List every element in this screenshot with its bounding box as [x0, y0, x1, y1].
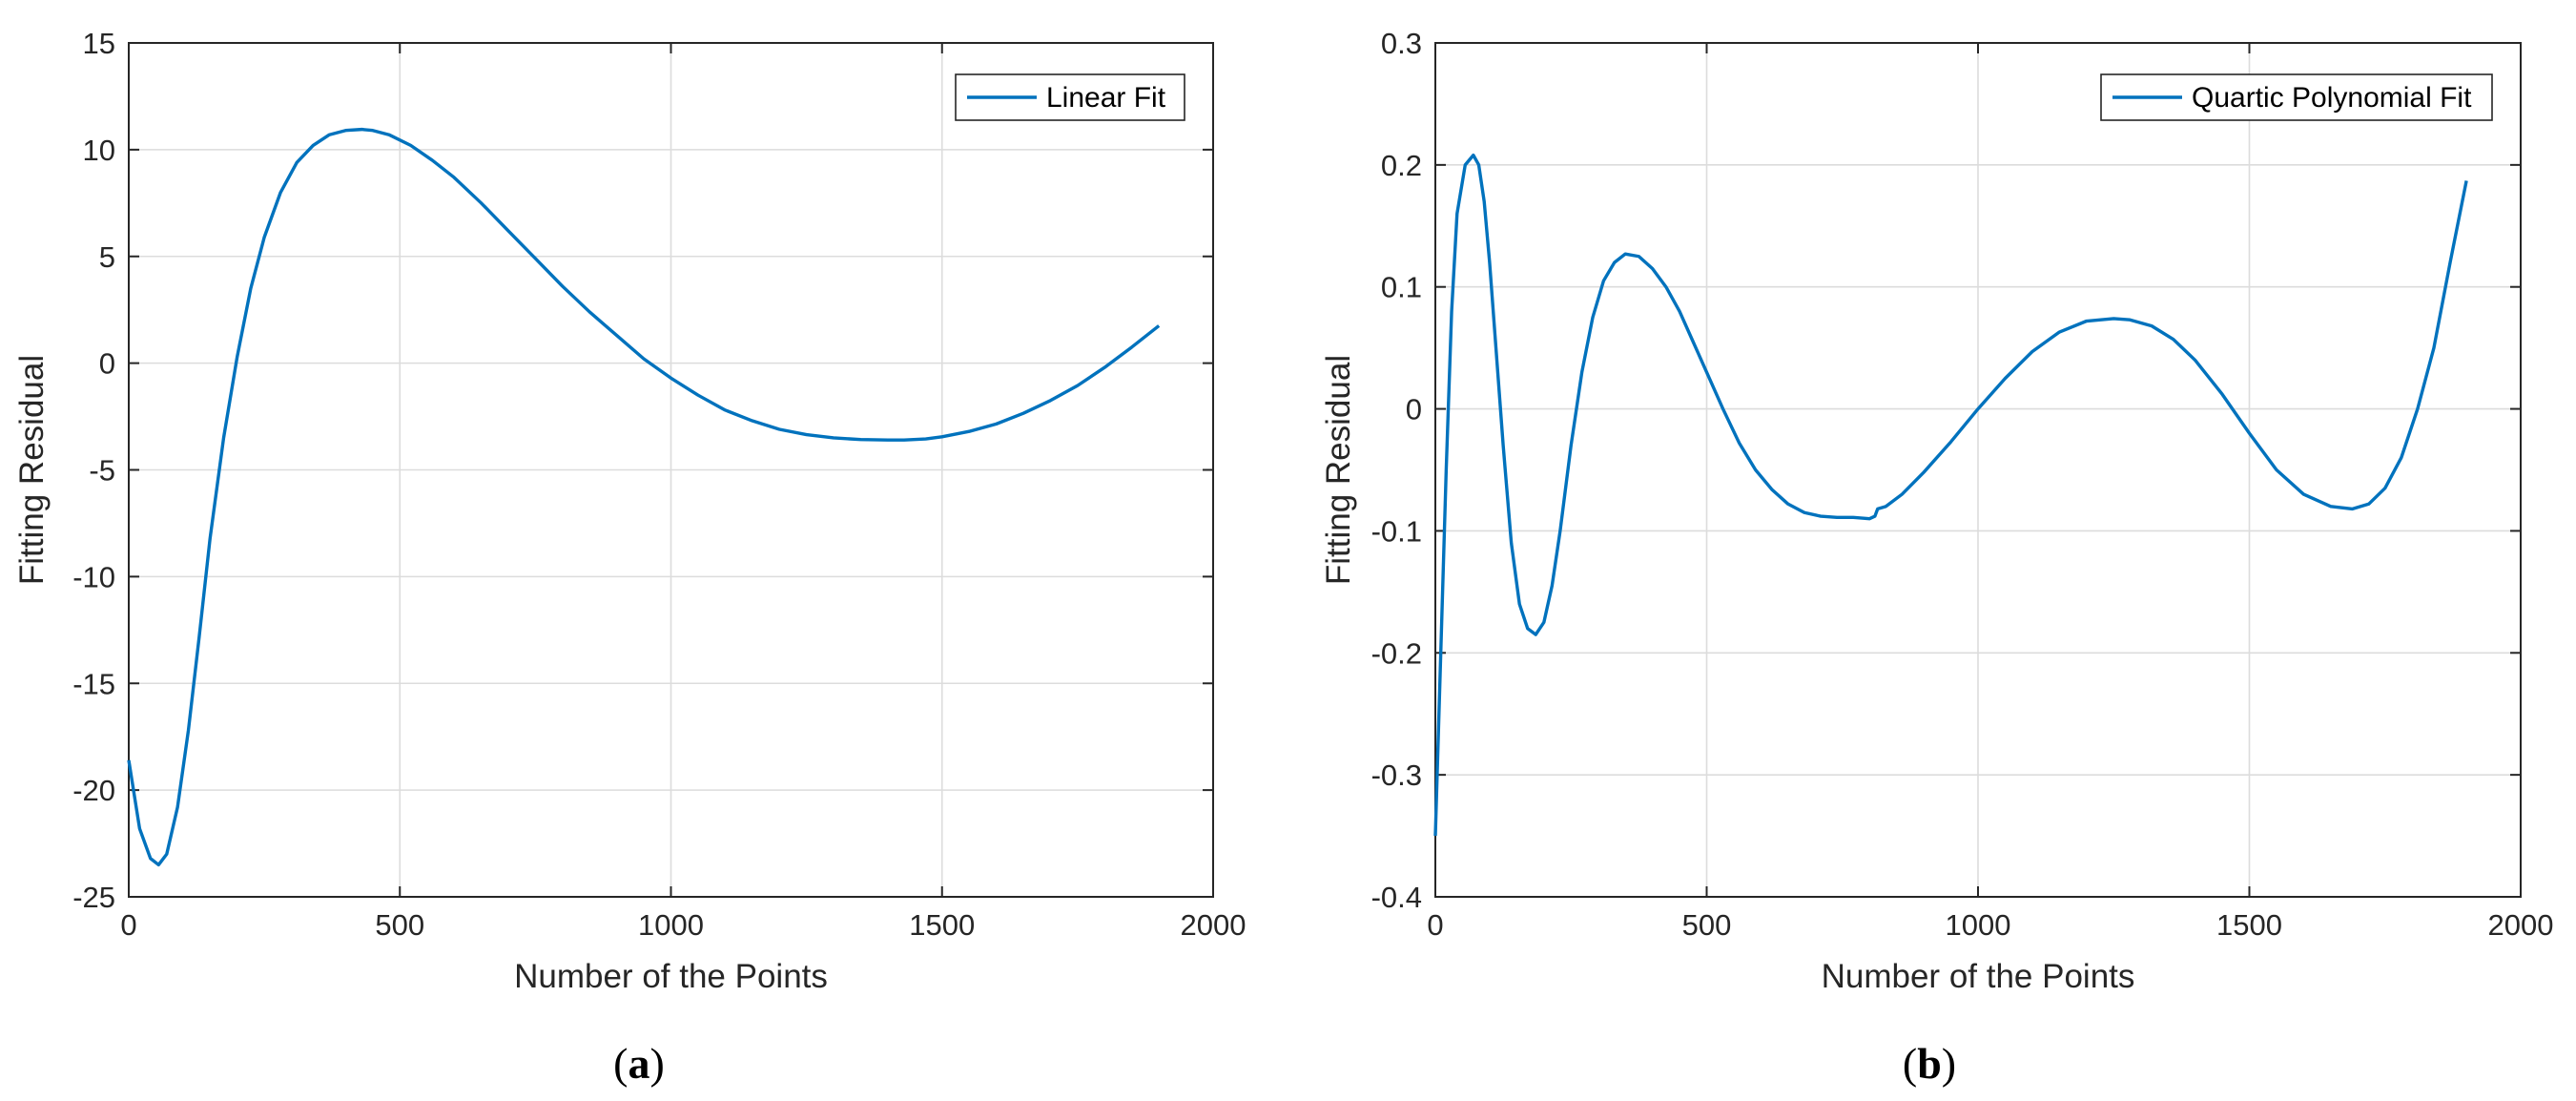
y-tick-label: -5	[89, 454, 115, 488]
panel-label-close: )	[650, 1039, 665, 1088]
legend-entry: Quartic Polynomial Fit	[2192, 82, 2472, 114]
legend: Quartic Polynomial Fit	[2100, 73, 2493, 121]
panel-label: (a)	[613, 1039, 665, 1088]
x-tick-label: 1000	[638, 908, 704, 942]
panel-label-open: (	[1903, 1039, 1917, 1088]
y-tick-label: -15	[72, 667, 115, 700]
panel-label-close: )	[1942, 1039, 1956, 1088]
panel-a-chart: 0 500 1000 1500 2000 15 10 5 0 -5 -10 -15 -20 -25 Numb…	[13, 27, 1246, 1088]
y-axis-label: Fitting Residual	[1320, 355, 1357, 585]
x-tick-label: 0	[1427, 908, 1443, 942]
x-tick-label: 1500	[909, 908, 975, 942]
y-tick-label: -0.2	[1371, 636, 1422, 670]
panel-label-letter: a	[629, 1039, 650, 1088]
panel-label: (b)	[1903, 1039, 1956, 1088]
y-tick-label: -25	[72, 881, 115, 914]
x-axis-label: Number of the Points	[514, 958, 828, 995]
x-tick-label: 2000	[2488, 908, 2554, 942]
x-tick-label: 1000	[1946, 908, 2011, 942]
y-tick-label: 0.1	[1381, 271, 1422, 304]
y-tick-label: -20	[72, 774, 115, 807]
panel-b-chart: 0 500 1000 1500 2000 0.3 0.2 0.1 0 -0.1 -0.2 -0.3 -0…	[1320, 27, 2553, 1088]
y-tick-label: -0.3	[1371, 758, 1422, 792]
y-tick-label: 0.2	[1381, 149, 1422, 182]
x-tick-label: 0	[120, 908, 136, 942]
series-line	[127, 127, 1161, 867]
legend-entry: Linear Fit	[1046, 82, 1166, 114]
y-tick-label: 0	[1406, 393, 1422, 426]
y-tick-label: 15	[83, 27, 115, 60]
y-tick-label: 0	[99, 347, 115, 381]
y-axis-label: Fitting Residual	[13, 355, 51, 585]
series-line	[1433, 153, 2468, 837]
panel-label-letter: b	[1917, 1039, 1942, 1088]
y-tick-label: 0.3	[1381, 27, 1422, 60]
x-axis-label: Number of the Points	[1822, 958, 2135, 995]
y-tick-label: 10	[83, 134, 115, 167]
x-tick-label: 1500	[2216, 908, 2282, 942]
y-tick-label: -0.1	[1371, 514, 1422, 548]
y-tick-label: -0.4	[1371, 881, 1422, 914]
x-tick-label: 500	[1682, 908, 1732, 942]
x-tick-label: 2000	[1181, 908, 1247, 942]
panel-label-open: (	[613, 1039, 628, 1088]
y-tick-label: -10	[72, 560, 115, 593]
y-tick-label: 5	[99, 240, 115, 274]
legend: Linear Fit	[955, 73, 1185, 121]
x-tick-label: 500	[375, 908, 424, 942]
